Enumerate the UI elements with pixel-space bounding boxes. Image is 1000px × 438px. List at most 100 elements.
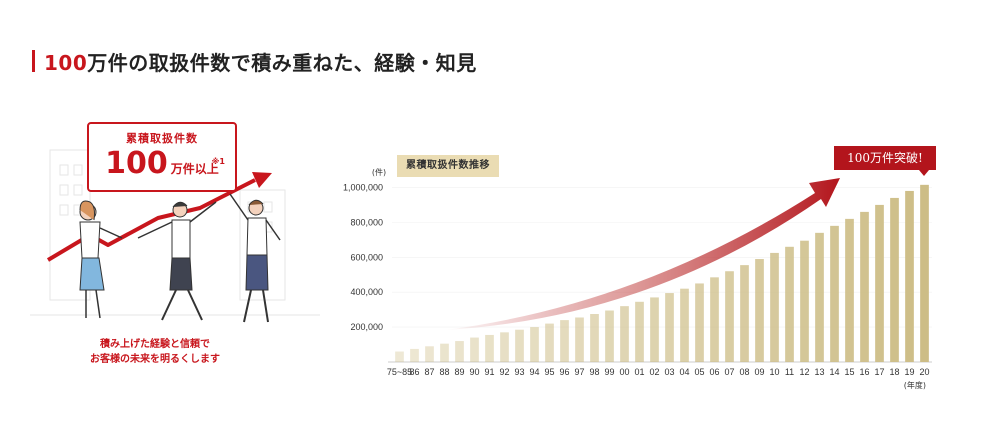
x-tick-label: 88 [439, 367, 449, 377]
bar-95 [545, 323, 554, 362]
bar-00 [620, 306, 629, 362]
y-tick-label: 400,000 [350, 287, 383, 297]
section-heading: 100万件の取扱件数で積み重ねた、経験・知見 [32, 47, 477, 76]
x-tick-label: 16 [859, 367, 869, 377]
illustration-panel: 累積取扱件数 100 万件以上 ※1 積み上げた経験と信頼で お客様の未来を明る… [30, 110, 330, 380]
badge-unit: 万件以上 [170, 162, 219, 176]
bar-03 [665, 293, 674, 362]
heading-accent-bar [32, 50, 35, 72]
x-tick-label: 97 [574, 367, 584, 377]
y-tick-label: 800,000 [350, 217, 383, 227]
badge-label: 累積取扱件数 [126, 132, 198, 145]
x-tick-label: 89 [454, 367, 464, 377]
x-tick-label: 90 [469, 367, 479, 377]
people-illustration [30, 149, 320, 323]
slogan-line-1: 積み上げた経験と信頼で [100, 339, 210, 350]
bar-98 [590, 314, 599, 362]
y-tick-label: 200,000 [350, 322, 383, 332]
x-axis-unit: (年度) [904, 380, 926, 390]
bar-07 [725, 271, 734, 362]
bar-87 [425, 346, 434, 362]
bar-97 [575, 317, 584, 362]
bar-15 [845, 218, 854, 362]
chart-title: 累積取扱件数推移 [397, 155, 499, 177]
bar-75~85 [395, 351, 404, 362]
heading-rest: 万件の取扱件数で積み重ねた、経験・知見 [87, 50, 477, 75]
bar-18 [890, 197, 899, 362]
x-tick-label: 98 [589, 367, 599, 377]
x-tick-label: 14 [829, 367, 839, 377]
x-tick-label: 02 [649, 367, 659, 377]
bar-13 [815, 232, 824, 362]
bar-11 [785, 246, 794, 362]
y-axis-unit: (件) [372, 167, 386, 177]
bar-09 [755, 259, 764, 362]
cumulative-count-badge: 累積取扱件数 100 万件以上 ※1 [87, 122, 237, 192]
x-tick-label: 86 [409, 367, 419, 377]
bar-89 [455, 341, 464, 362]
bar-17 [875, 204, 884, 362]
x-tick-label: 05 [694, 367, 704, 377]
x-tick-label: 19 [904, 367, 914, 377]
x-tick-label: 08 [739, 367, 749, 377]
heading-number: 100 [44, 50, 88, 75]
x-tick-label: 15 [844, 367, 854, 377]
bar-01 [635, 301, 644, 362]
x-tick-label: 04 [679, 367, 689, 377]
bar-16 [860, 211, 869, 362]
x-tick-label: 92 [499, 367, 509, 377]
bar-96 [560, 320, 569, 362]
x-tick-label: 10 [769, 367, 779, 377]
milestone-callout-pointer [919, 170, 929, 176]
milestone-callout: 100万件突破! [834, 146, 936, 170]
x-tick-label: 11 [785, 367, 794, 377]
bar-92 [500, 332, 509, 362]
x-tick-label: 20 [919, 367, 929, 377]
y-tick-label: 600,000 [350, 252, 383, 262]
bar-10 [770, 252, 779, 362]
bars [395, 184, 929, 362]
x-tick-label: 00 [619, 367, 629, 377]
bar-08 [740, 265, 749, 362]
bar-04 [680, 288, 689, 362]
x-tick-label: 96 [559, 367, 569, 377]
x-tick-label: 94 [529, 367, 539, 377]
bar-19 [905, 190, 914, 362]
x-tick-label: 03 [664, 367, 674, 377]
badge-count: 100 万件以上 [89, 148, 235, 180]
bar-91 [485, 334, 494, 362]
bar-05 [695, 283, 704, 362]
bar-88 [440, 343, 449, 362]
x-tick-label: 18 [889, 367, 899, 377]
bar-14 [830, 225, 839, 362]
bar-20 [920, 184, 929, 362]
x-tick-label: 95 [544, 367, 554, 377]
x-tick-label: 09 [754, 367, 764, 377]
bar-93 [515, 329, 524, 362]
x-tick-label: 75~85 [387, 367, 412, 377]
slogan-line-2: お客様の未来を明るくします [90, 354, 220, 365]
x-tick-label: 87 [424, 367, 434, 377]
x-tick-label: 99 [604, 367, 614, 377]
heading-text: 100万件の取扱件数で積み重ねた、経験・知見 [44, 47, 477, 76]
bar-90 [470, 337, 479, 362]
bar-12 [800, 240, 809, 362]
bar-99 [605, 310, 614, 362]
y-axis: 200,000 400,000 600,000 800,000 1,000,000 [343, 182, 383, 332]
bar-06 [710, 277, 719, 362]
grid-lines [388, 187, 932, 363]
x-tick-label: 12 [799, 367, 809, 377]
badge-footnote: ※1 [211, 157, 225, 166]
bar-94 [530, 327, 539, 362]
x-tick-label: 91 [484, 367, 494, 377]
x-tick-label: 13 [814, 367, 824, 377]
y-tick-label: 1,000,000 [343, 182, 383, 192]
x-tick-label: 07 [724, 367, 734, 377]
bar-02 [650, 297, 659, 362]
x-tick-label: 17 [874, 367, 884, 377]
x-tick-label: 06 [709, 367, 719, 377]
x-tick-label: 01 [634, 367, 644, 377]
badge-number: 100 [105, 146, 168, 181]
